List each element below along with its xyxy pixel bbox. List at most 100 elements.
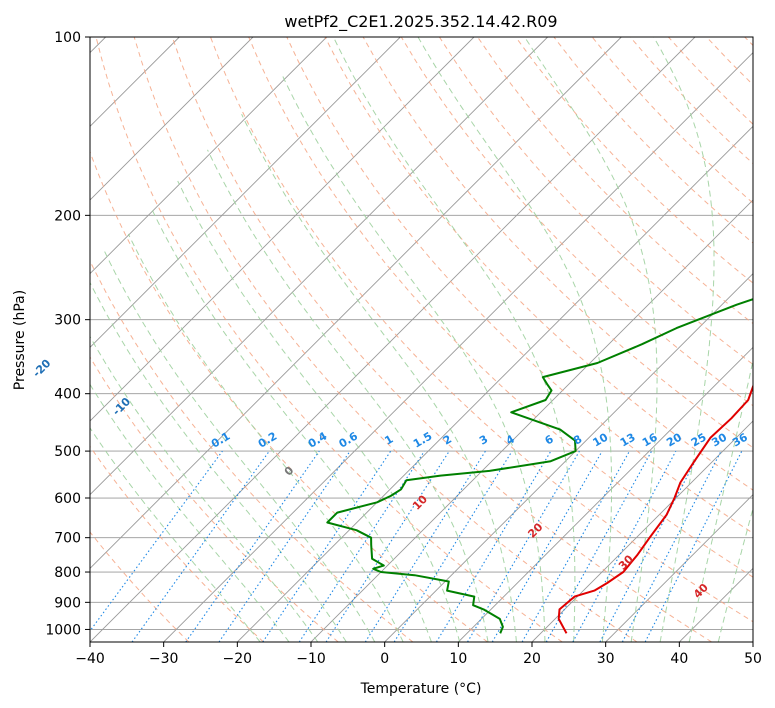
moist-adiabat-line: [332, 37, 576, 642]
y-tick-label: 100: [54, 30, 81, 46]
mixing-ratio-label: 1: [382, 433, 395, 448]
moist-adiabat-line: [104, 251, 376, 642]
isotherm-line: [90, 37, 254, 201]
mixing-ratio-label: 6: [543, 432, 556, 447]
mixing-ratio-line: [545, 450, 653, 642]
dry-adiabat-line: [90, 531, 190, 642]
dry-adiabat-line: [286, 37, 753, 534]
mixing-ratio-line: [599, 450, 702, 642]
moist-adiabat-line: [127, 233, 404, 642]
x-tick-label: −20: [223, 651, 253, 667]
mixing-ratio-line: [90, 450, 223, 632]
isotherm-line: [384, 273, 753, 642]
mixing-ratio-label: 0.2: [256, 430, 279, 451]
mixing-ratio-label: 8: [571, 433, 584, 448]
isotherm-line: [90, 37, 696, 642]
y-tick-label: 600: [54, 491, 81, 507]
y-tick-label: 500: [54, 444, 81, 460]
mixing-ratio-line: [364, 450, 486, 642]
moist-adiabat-line: [177, 180, 461, 642]
isotherm-line: [679, 567, 753, 642]
isotherm-line: [531, 420, 753, 642]
line-labels: -100-90-80-70-60-50-40-30-20-100.10.20.4…: [30, 356, 750, 601]
dry-adiabat-line: [171, 37, 712, 642]
dry-adiabat-line: [210, 37, 753, 623]
dry-adiabat-label: -10: [110, 395, 133, 418]
moist-adiabat-label: 10: [410, 492, 430, 512]
dry-adiabat-line: [90, 259, 414, 642]
isotherm-line: [605, 494, 753, 642]
y-tick-label: 300: [54, 313, 81, 329]
mixing-ratio-label: 1.5: [411, 430, 434, 451]
mixing-ratio-label: 13: [618, 431, 638, 450]
mixing-ratio-label: 16: [640, 430, 660, 449]
axis-ticks: −40 −30 −20 −10 0 10 20 30 40 5010009008007006005…: [45, 30, 762, 667]
y-tick-label: 700: [54, 531, 81, 547]
dry-adiabat-line: [706, 37, 753, 86]
dry-adiabat-line: [133, 37, 638, 642]
isotherm-line: [90, 37, 327, 275]
dry-adiabat-line: [90, 445, 264, 642]
series-lines: [326, 298, 753, 634]
moist-adiabat-line: [653, 37, 715, 642]
moist-adiabat-line: [524, 37, 658, 642]
isotherm-line: [90, 37, 622, 569]
moist-adiabat-line: [90, 383, 290, 642]
y-tick-label: 900: [54, 595, 81, 611]
mixing-ratio-line: [393, 450, 513, 642]
chart-title: wetPf2_C2E1.2025.352.14.42.R09: [284, 12, 557, 32]
isotherm-line: [752, 641, 753, 642]
mixing-ratio-line: [644, 450, 743, 642]
mixing-ratio-label: 30: [709, 430, 729, 449]
moist-adiabat-line: [688, 358, 753, 642]
x-tick-label: 30: [597, 651, 615, 667]
dry-adiabat-line: [591, 37, 753, 204]
moist-adiabat-label: 0: [282, 464, 297, 479]
mixing-ratio-line: [491, 450, 603, 642]
dewpoint-line: [326, 298, 753, 634]
x-tick-label: 0: [380, 651, 389, 667]
isotherm-line: [90, 37, 548, 496]
y-tick-label: 400: [54, 387, 81, 403]
moist-adiabat-line: [280, 72, 546, 642]
x-axis-label: Temperature (°C): [360, 681, 482, 697]
dry-adiabat-line: [668, 37, 753, 125]
mixing-ratio-line: [435, 450, 552, 642]
y-tick-label: 200: [54, 208, 81, 224]
mixing-ratio-label: 4: [504, 432, 517, 447]
moist-adiabat-line: [90, 281, 347, 642]
mixing-ratio-line: [572, 450, 677, 642]
moist-adiabat-line: [717, 506, 753, 642]
x-tick-label: 20: [523, 651, 541, 667]
mixing-ratio-label: 2: [441, 433, 454, 448]
moist-adiabat-line: [207, 149, 489, 642]
mixing-ratio-line: [521, 450, 630, 642]
dry-adiabat-line: [90, 150, 488, 642]
x-tick-label: −30: [149, 651, 179, 667]
x-tick-label: 50: [744, 651, 762, 667]
dry-adiabat-line: [744, 37, 753, 47]
x-tick-label: 40: [670, 651, 688, 667]
temperature-line: [557, 383, 753, 634]
x-tick-label: −40: [75, 651, 105, 667]
isotherm-line: [163, 52, 753, 642]
isotherm-line: [310, 199, 753, 642]
background-lines: [90, 37, 753, 642]
dry-adiabat-line: [248, 37, 753, 578]
x-tick-label: 10: [449, 651, 467, 667]
moist-adiabat-line: [90, 335, 319, 642]
moist-adiabat-line: [90, 427, 261, 642]
dry-adiabat-line: [438, 37, 753, 366]
y-tick-label: 800: [54, 565, 81, 581]
dry-adiabat-line: [477, 37, 753, 325]
mixing-ratio-label: 3: [477, 433, 490, 448]
dry-adiabat-label: -20: [30, 356, 53, 379]
x-tick-label: −10: [296, 651, 326, 667]
mixing-ratio-label: 0.1: [209, 430, 232, 451]
dry-adiabat-line: [90, 356, 339, 642]
isotherm-line: [90, 37, 475, 422]
moist-adiabat-line: [241, 113, 517, 642]
mixing-ratio-line: [185, 450, 320, 642]
dry-adiabat-line: [515, 37, 753, 284]
